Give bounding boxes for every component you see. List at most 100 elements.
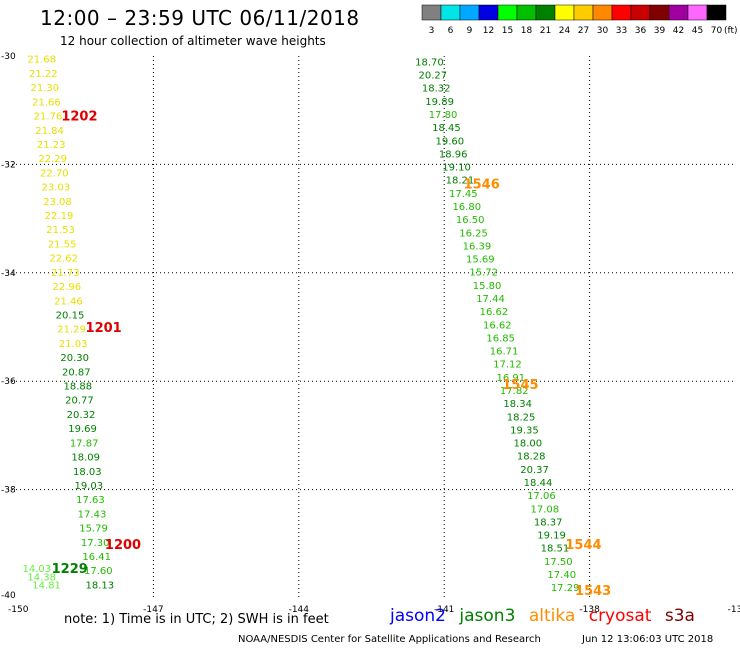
swh-value-label: 17.40 [547, 570, 576, 581]
swh-value-label: 18.13 [86, 580, 115, 591]
x-tick-label: -138 [579, 605, 600, 615]
swh-value-label: 23.08 [43, 197, 72, 208]
swh-value-label: 18.44 [524, 478, 553, 489]
swh-value-label: 18.09 [71, 453, 100, 464]
scale-swatch [459, 4, 480, 21]
swh-value-label: 19.69 [68, 424, 97, 435]
legend-s3a: s3a [664, 606, 695, 626]
swh-value-label: 14.81 [32, 580, 61, 591]
scale-tick-label: 36 [635, 26, 647, 36]
legend-jason3: jason3 [459, 606, 516, 626]
swh-value-label: 19.10 [442, 163, 471, 174]
swh-value-label: 16.41 [82, 552, 111, 563]
swh-value-label: 22.19 [45, 211, 74, 222]
satellite-legend: jason2 jason3 altika cryosat s3a [390, 606, 703, 626]
scale-tick-label: 9 [467, 26, 473, 36]
legend-altika: altika [528, 606, 576, 626]
swh-value-label: 21.22 [29, 69, 58, 80]
swh-value-label: 20.30 [60, 353, 89, 364]
time-label: 1544 [565, 538, 601, 553]
swh-value-label: 21.55 [48, 239, 77, 250]
scale-swatch [630, 4, 651, 21]
legend-jason2: jason2 [390, 606, 446, 626]
swh-value-label: 21.03 [59, 339, 88, 350]
scale-swatch [478, 4, 499, 21]
scale-swatch [611, 4, 632, 21]
time-label: 1201 [86, 321, 122, 336]
x-tick-label: -150 [8, 605, 29, 615]
scale-tick-label: 27 [578, 26, 589, 36]
footer-timestamp: Jun 12 13:06:03 UTC 2018 [582, 634, 714, 645]
swh-value-label: 16.50 [456, 215, 485, 226]
y-tick-label: -38 [1, 486, 16, 496]
scale-swatch [497, 4, 518, 21]
swh-value-label: 22.96 [53, 282, 82, 293]
swh-value-label: 15.69 [466, 255, 495, 266]
swh-value-label: 21.46 [54, 296, 83, 307]
swh-value-label: 21.68 [27, 55, 56, 66]
swh-value-label: 18.32 [422, 84, 451, 95]
swh-value-label: 17.60 [84, 566, 113, 577]
swh-value-label: 17.43 [78, 509, 107, 520]
scale-tick-label: 15 [502, 26, 513, 36]
swh-value-label: 15.80 [473, 281, 502, 292]
swh-value-label: 18.37 [534, 517, 563, 528]
swh-value-label: 16.91 [497, 373, 526, 384]
swh-value-label: 17.44 [476, 294, 505, 305]
swh-value-label: 18.00 [514, 439, 543, 450]
scale-unit-label: (ft) [724, 26, 738, 36]
swh-value-label: 18.45 [432, 123, 461, 134]
page-subtitle: 12 hour collection of altimeter wave hei… [60, 34, 326, 48]
swh-value-label: 22.70 [40, 168, 69, 179]
swh-value-label: 22.62 [49, 254, 78, 265]
time-label: 1202 [61, 110, 97, 125]
scale-tick-label: 6 [448, 26, 454, 36]
swh-value-label: 21.76 [34, 112, 63, 123]
scale-swatch [440, 4, 461, 21]
swh-value-label: 17.50 [544, 557, 573, 568]
swh-value-label: 18.96 [439, 149, 468, 160]
swh-value-label: 21.84 [35, 126, 64, 137]
swh-value-label: 16.62 [483, 320, 512, 331]
time-label: 1545 [502, 378, 538, 393]
swh-value-label: 18.88 [64, 382, 93, 393]
time-label: 1229 [52, 562, 88, 577]
swh-value-label: 19.03 [75, 481, 104, 492]
scale-tick-label: 30 [597, 26, 609, 36]
swh-value-label: 18.25 [507, 412, 536, 423]
swh-value-label: 18.28 [517, 452, 546, 463]
y-tick-label: -34 [1, 269, 16, 279]
swh-value-label: 17.29 [551, 583, 580, 594]
scale-swatch [421, 4, 442, 21]
swh-value-label: 21.23 [37, 140, 66, 151]
swh-value-label: 20.32 [67, 410, 96, 421]
units-note: note: 1) Time is in UTC; 2) SWH is in fe… [64, 612, 329, 627]
x-tick-label: -147 [143, 605, 163, 615]
scale-tick-label: 3 [429, 26, 435, 36]
swh-value-label: 18.03 [73, 467, 102, 478]
swh-value-label: 21.53 [46, 225, 75, 236]
legend-cryosat: cryosat [588, 606, 652, 626]
swh-value-label: 16.80 [452, 202, 481, 213]
x-tick-label: -144 [289, 605, 310, 615]
scale-swatch [592, 4, 613, 21]
swh-value-label: 19.89 [425, 97, 454, 108]
swh-value-label: 17.45 [449, 189, 478, 200]
page-title: 12:00 – 23:59 UTC 06/11/2018 [40, 6, 360, 30]
swh-value-label: 20.15 [56, 310, 85, 321]
scale-tick-label: 45 [692, 26, 703, 36]
scale-tick-label: 12 [483, 26, 494, 36]
time-label: 1200 [105, 538, 141, 553]
scale-tick-label: 24 [559, 26, 571, 36]
scale-tick-label: 21 [540, 26, 551, 36]
scale-swatch [573, 4, 594, 21]
swh-value-label: 17.82 [500, 386, 529, 397]
swh-value-label: 21.73 [51, 268, 80, 279]
swh-value-label: 21.66 [32, 97, 61, 108]
swh-value-label: 16.71 [490, 347, 519, 358]
swh-value-label: 17.12 [493, 360, 522, 371]
scale-tick-label: 42 [673, 26, 684, 36]
swh-value-label: 14.38 [27, 572, 56, 583]
swh-value-label: 14.03 [23, 564, 52, 575]
